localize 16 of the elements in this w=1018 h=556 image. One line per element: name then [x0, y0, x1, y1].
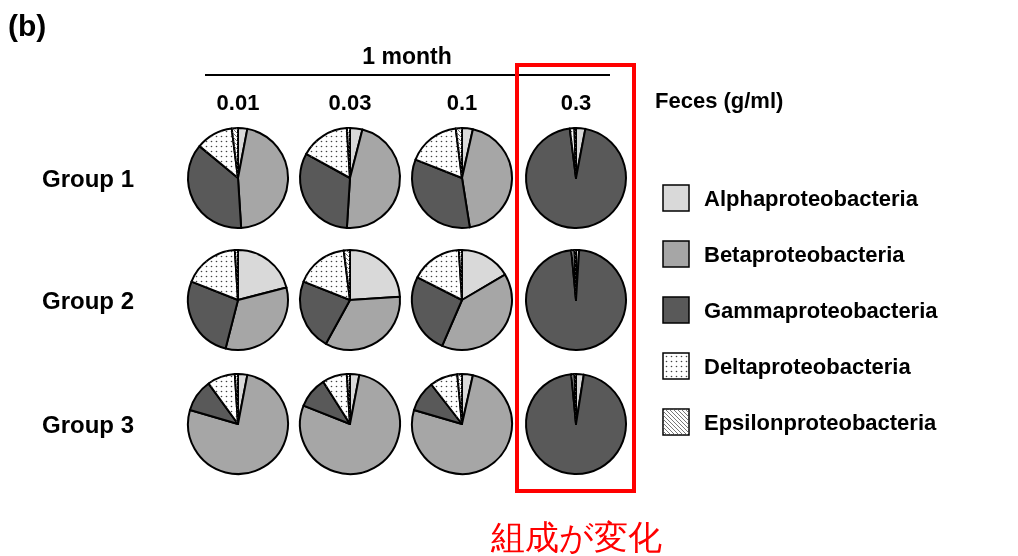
text: 組成が変化 — [489, 518, 662, 556]
text: Group 3 — [41, 411, 135, 438]
legend-label: Epsilonproteobacteria — [704, 410, 938, 435]
legend-label: Alphaproteobacteria — [704, 186, 919, 211]
chart-title: 0.3 — [560, 90, 592, 115]
text: Feces (g/ml) — [655, 88, 784, 113]
chart-title: 0.01 — [216, 90, 260, 115]
chart-title: 0.1 — [446, 90, 478, 115]
chart-title: 0.03 — [328, 90, 372, 115]
legend-label: Betaproteobacteria — [704, 242, 906, 267]
text: 1 month — [362, 43, 452, 69]
text: Group 2 — [41, 287, 135, 314]
legend-label: Deltaproteobacteria — [704, 354, 912, 379]
text: Group 1 — [41, 165, 135, 192]
text: (b) — [8, 9, 47, 42]
legend-label: Gammaproteobacteria — [704, 298, 939, 323]
